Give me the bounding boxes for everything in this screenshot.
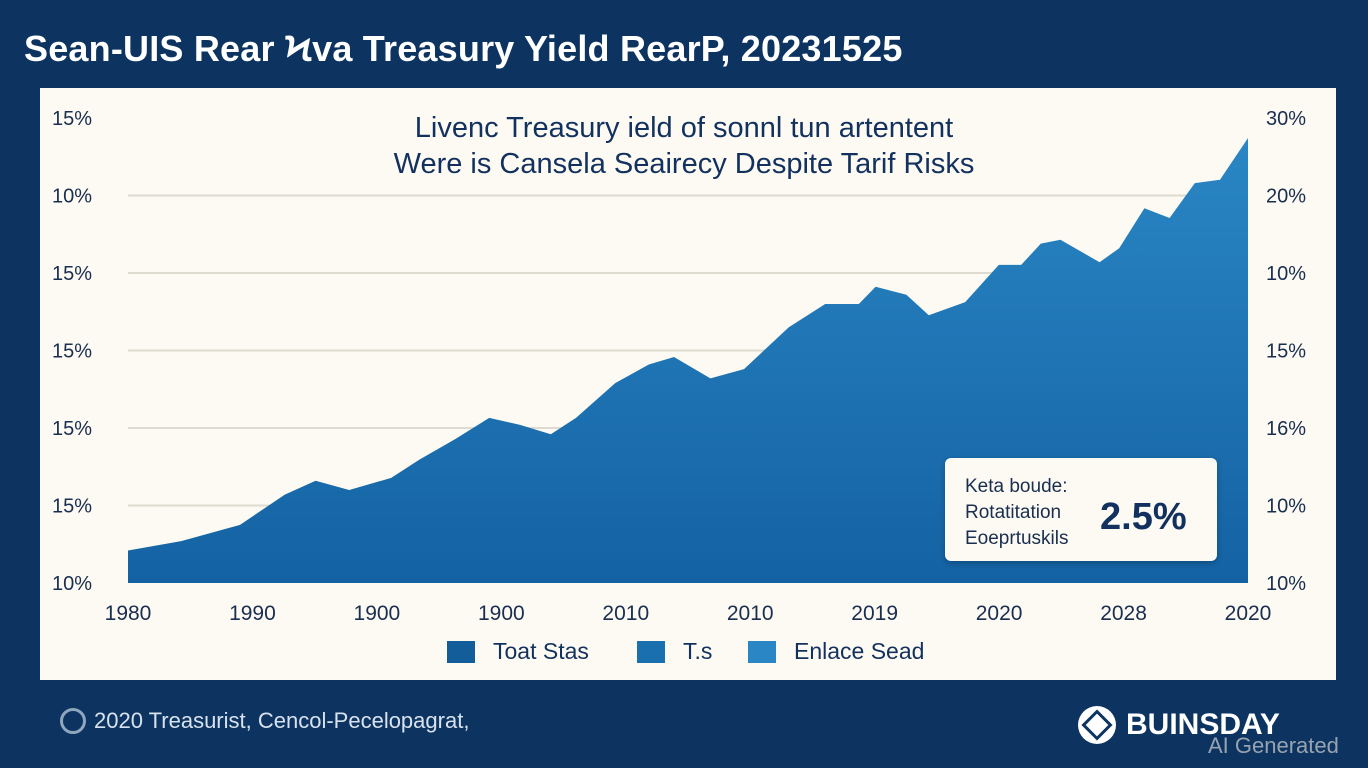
callout-box: Ketа boude: Rotatitation Eoeprtuskils 2.… — [945, 458, 1217, 561]
callout-line-2: Rotatitation — [965, 502, 1062, 523]
legend-label: Enlace Sead — [794, 638, 925, 664]
callout-line-3: Eoeprtuskils — [965, 528, 1069, 549]
brand-logo: BUINSDAY — [1078, 706, 1280, 744]
legend-label: T.s — [683, 638, 713, 664]
y-tick-label-right: 10% — [1266, 573, 1306, 595]
legend-swatch — [447, 640, 475, 663]
legend-item-2: T.s — [637, 638, 712, 665]
footer: 2020 Treasurist, Cencol-Pecelopagrat, — [60, 708, 469, 734]
y-tick-label-left: 15% — [52, 496, 92, 518]
y-tick-label-right: 10% — [1266, 263, 1306, 285]
y-tick-label-left: 15% — [52, 263, 92, 285]
callout-value: 2.5% — [1100, 496, 1187, 538]
y-tick-label-left: 15% — [52, 341, 92, 363]
y-tick-label-left: 10% — [52, 573, 92, 595]
x-tick-label: 1900 — [478, 602, 525, 625]
x-tick-label: 1980 — [105, 602, 152, 625]
page-title: Sean-UIS Rear Ϟva Treasury Yield RearP, … — [24, 28, 903, 69]
x-tick-label: 2028 — [1100, 602, 1147, 625]
copyright-icon — [60, 708, 86, 734]
brand-name: BUINSDAY — [1126, 708, 1280, 741]
legend-swatch — [748, 640, 776, 663]
legend-label: Toat Stas — [493, 638, 589, 664]
legend-swatch — [637, 640, 665, 663]
legend-item-1: Toat Stas — [447, 638, 589, 665]
y-tick-label-right: 20% — [1266, 186, 1306, 208]
y-tick-label-left: 10% — [52, 186, 92, 208]
x-tick-label: 2019 — [851, 602, 898, 625]
x-tick-label: 2010 — [602, 602, 649, 625]
legend-item-3: Enlace Sead — [748, 638, 924, 665]
y-tick-label-left: 15% — [52, 108, 92, 130]
y-tick-label-right: 15% — [1266, 341, 1306, 363]
y-tick-label-left: 15% — [52, 418, 92, 440]
x-tick-label: 2010 — [727, 602, 774, 625]
callout-line-1: Ketа boude: — [965, 476, 1068, 497]
x-tick-label: 1900 — [354, 602, 401, 625]
y-tick-label-right: 16% — [1266, 418, 1306, 440]
x-tick-label: 2020 — [976, 602, 1023, 625]
x-tick-label: 1990 — [229, 602, 276, 625]
brand-emblem-icon — [1078, 706, 1116, 744]
watermark: AI Generated — [1208, 733, 1339, 758]
y-tick-label-right: 10% — [1266, 496, 1306, 518]
chart-subtitle-line-2: Were is Canselа Seairecy Despite Tarif R… — [393, 148, 975, 180]
footer-text: 2020 Treasurist, Cencol-Pecelopagrat, — [94, 708, 470, 733]
chart-subtitle-line-1: Livenc Treasury ield of sonnl tun artent… — [414, 112, 954, 144]
y-tick-label-right: 30% — [1266, 108, 1306, 130]
x-tick-label: 2020 — [1225, 602, 1272, 625]
